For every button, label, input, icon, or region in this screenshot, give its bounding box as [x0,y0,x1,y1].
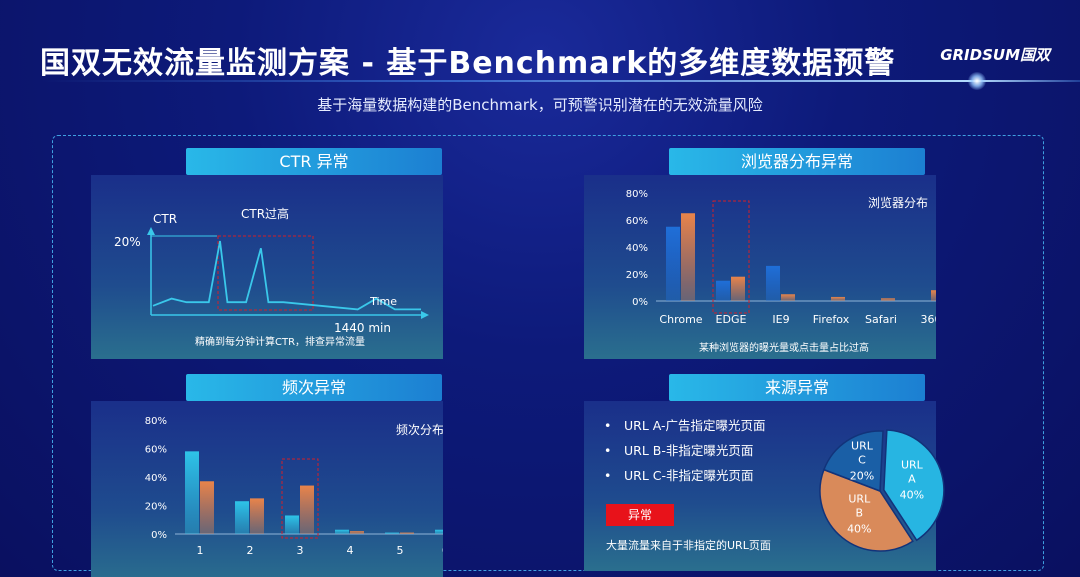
browser-panel-label: 浏览器分布异常 [669,148,925,175]
browser-bar-chart: 浏览器分布 0% 20% 40% 60% 80% Chrome EDGE IE9 Firefox… [626,189,956,326]
page-subtitle: 基于海量数据构建的Benchmark，可预警识别潜在的无效流量风险 [317,96,763,114]
bar [250,498,264,534]
pie-slice-label: URL [848,493,871,506]
x-tick-label: 1 [197,544,204,557]
x-tick-label: Firefox [813,313,850,326]
bar [300,485,314,534]
x-tick-label: 3 [297,544,304,557]
x-tick-label: Chrome [659,313,702,326]
bar [881,298,895,301]
pie-slice-value: 40% [847,523,871,536]
y-tick-label: 80% [145,416,167,427]
highlight-box [281,458,319,539]
x-tick-label: 6+ [442,544,443,557]
bar [666,226,680,301]
pie-slice [819,468,914,552]
ctr-line-chart: CTR CTR过高 20% Time [114,206,429,319]
page-title: 国双无效流量监测方案 - 基于Benchmark的多维度数据预警 [40,46,896,81]
pie-slice [822,430,884,493]
ctr-y-arrow [147,227,155,235]
ctr-panel: CTR CTR过高 20% Time Time 1440 min 精确到每分钟计… [91,175,443,359]
highlight-box [712,200,750,314]
x-tick-label: 2 [247,544,254,557]
pie-slice-label: A [908,472,916,485]
bar [435,529,449,534]
bar [385,532,399,534]
bar [766,265,780,301]
pie-slice-label: B [856,507,864,520]
bar [400,532,414,534]
pie-slice-label: URL [901,458,924,471]
anomaly-badge: 异常 [606,504,674,526]
x-tick-label: Safari [865,313,897,326]
pie-slice-label: URL [851,439,874,452]
ctr-highlight-box [217,235,314,311]
ctr-series-line [152,240,421,311]
y-tick-label: 60% [626,216,648,227]
y-tick-label: 20% [145,502,167,513]
source-list-item: • URL C-非指定曝光页面 [604,468,754,483]
bar [831,296,845,301]
x-tick-label: 5 [397,544,404,557]
browser-caption: 某种浏览器的曝光量或点击量占比过高 [699,343,869,354]
bar [285,515,299,534]
header-divider [40,80,1080,82]
bar [731,276,745,301]
frequency-panel: 频次分布 0% 20% 40% 60% 80% 1 2 3 4 5 6+ [91,401,475,577]
pie-slice-label: C [858,453,866,466]
pie-slice [883,429,945,542]
ctr-panel-label: CTR 异常 [186,148,442,175]
ctr-y-tick: 20% [114,235,141,249]
browser-chart-title: 浏览器分布 [868,195,928,210]
bar [350,531,364,534]
y-tick-label: 80% [626,189,648,200]
x-tick-label: IE9 [772,313,789,326]
source-url-list: • URL A-广告指定曝光页面 • URL B-非指定曝光页面 • URL C-非指… [604,415,766,490]
y-tick-label: 0% [632,297,648,308]
source-caption: 大量流量来自于非指定的URL页面 [606,539,771,552]
ctr-time-label: Time [370,295,397,308]
x-tick-label: 4 [347,544,354,557]
bar [931,290,945,301]
frequency-chart-title: 频次分布 [396,423,443,437]
bar [681,213,695,301]
source-panel-label: 来源异常 [669,374,925,401]
bar [185,451,199,534]
pie-slice-value: 20% [850,469,874,482]
x-tick-label: 360 [921,313,937,326]
ctr-y-axis-label: CTR [153,212,177,226]
glow-dot [968,72,986,90]
bar [716,280,730,301]
browser-panel: 浏览器分布 0% 20% 40% 60% 80% Chrome EDGE IE9 Firefox… [584,175,956,359]
y-tick-label: 40% [145,473,167,484]
gridsum-logo: GRIDSUM国双 [940,46,1050,64]
content-frame [52,135,1044,571]
y-tick-label: 40% [626,243,648,254]
bar [200,481,214,534]
y-tick-label: 60% [145,445,167,456]
ctr-caption: 精确到每分钟计算CTR，排查异常流量 [195,337,366,348]
y-tick-label: 20% [626,270,648,281]
bar [335,529,349,534]
bar [781,294,795,301]
ctr-x-arrow [421,311,429,319]
ctr-annotation: CTR过高 [241,206,289,221]
source-list-item: • URL B-非指定曝光页面 [604,443,754,458]
x-tick-label: EDGE [716,313,747,326]
frequency-panel-label: 频次异常 [186,374,442,401]
frequency-bar-chart: 频次分布 0% 20% 40% 60% 80% 1 2 3 4 5 6+ [145,416,475,557]
y-tick-label: 0% [151,530,167,541]
ctr-x-end-label: 1440 min [334,321,391,335]
pie-slice-value: 40% [900,488,924,501]
source-list-item: • URL A-广告指定曝光页面 [604,418,766,433]
source-panel: • URL A-广告指定曝光页面 • URL B-非指定曝光页面 • URL C-非指… [584,401,945,571]
bar [235,501,249,534]
